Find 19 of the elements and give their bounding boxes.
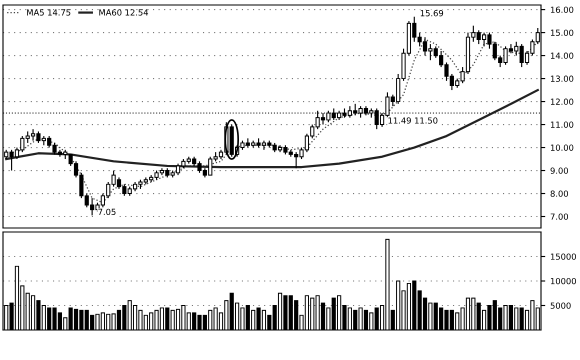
y-tick-label: 15000: [550, 253, 576, 260]
y-tick-label: 7.00: [550, 213, 568, 220]
y-tick-label: 10.00: [550, 144, 574, 151]
y-tick-label: 14.00: [550, 52, 574, 59]
y-tick-label: 12.00: [550, 98, 574, 105]
y-tick-label: 10000: [550, 278, 576, 284]
y-tick-label: 9.00: [550, 168, 568, 174]
annotation: 11.49 11.50: [388, 117, 438, 124]
legend-label: MA5 14.75: [27, 9, 70, 16]
annotation: 15.69: [420, 10, 444, 16]
y-tick-label: 5000: [550, 302, 571, 309]
legend-label: MA60 12.54: [99, 9, 148, 16]
y-tick-label: 11.00: [550, 122, 574, 128]
y-tick-label: 8.00: [550, 190, 568, 197]
y-tick-label: 16.00: [550, 6, 574, 13]
y-tick-label: 13.00: [550, 76, 574, 82]
line-series: [5, 88, 539, 168]
annotation: 7.05: [98, 208, 116, 215]
y-tick-label: 15.00: [550, 30, 574, 36]
